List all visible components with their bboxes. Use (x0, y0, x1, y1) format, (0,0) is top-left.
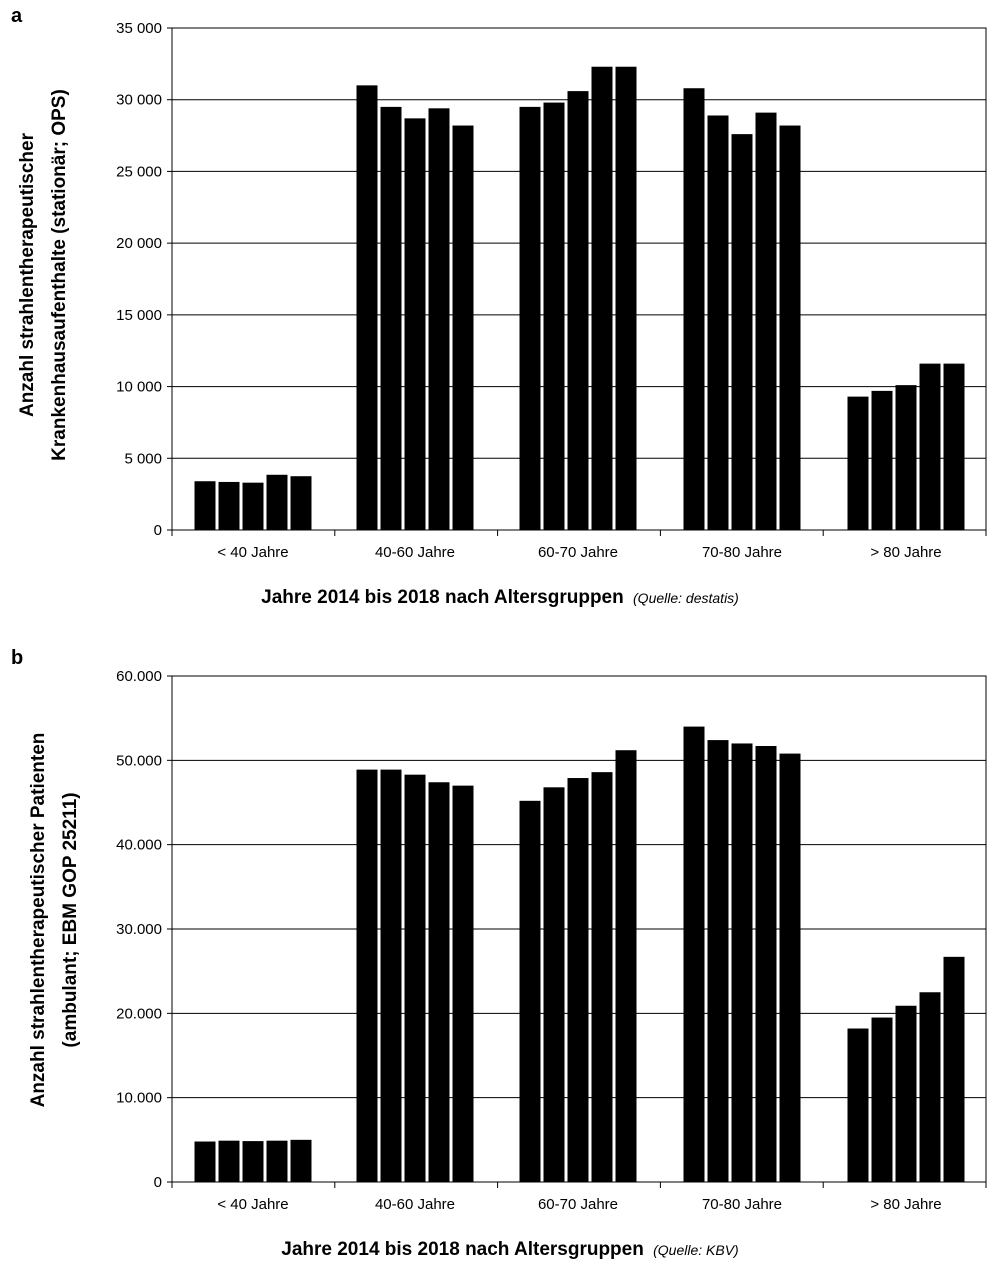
chart-b-x-tick-label: 40-60 Jahre (375, 1196, 455, 1213)
chart-b-bar (755, 745, 777, 1182)
chart-b-y-axis-label-line2: (ambulant; EBM GOP 25211) (60, 792, 81, 1047)
chart-a: 0 5 000 10 000 15 000 20 000 25 000 30 000 35 0… (17, 20, 987, 608)
chart-a-bar (943, 363, 965, 530)
chart-b-bar (290, 1139, 312, 1182)
chart-a-y-tick-label: 30 000 (116, 92, 162, 109)
chart-a-bar (543, 102, 565, 530)
chart-a-y-tick-label: 20 000 (116, 235, 162, 252)
chart-a-bar (266, 474, 288, 530)
chart-a-y-tick-label: 10 000 (116, 379, 162, 396)
chart-b-y-tick-label: 50.000 (116, 752, 162, 769)
chart-b-bar (380, 769, 402, 1182)
chart-b-bar (543, 787, 565, 1182)
chart-b-bar (683, 726, 705, 1182)
chart-b-bar (266, 1140, 288, 1182)
chart-b-y-tick-label: 60.000 (116, 668, 162, 685)
chart-a-bar (847, 396, 869, 530)
chart-b-bar (707, 740, 729, 1182)
chart-a-x-tick-label: 40-60 Jahre (375, 544, 455, 561)
chart-a-bar (380, 106, 402, 530)
chart-a-bar (428, 108, 450, 530)
chart-b-bar (428, 782, 450, 1182)
chart-a-x-axis-title: Jahre 2014 bis 2018 nach Altersgruppen (261, 587, 629, 608)
chart-b-bar (218, 1140, 240, 1182)
chart-a-bar (452, 125, 474, 530)
chart-a-bar (871, 390, 893, 530)
chart-a-bar (356, 85, 378, 530)
chart-a-bar (194, 481, 216, 530)
chart-a-y-tick-label: 35 000 (116, 20, 162, 37)
chart-b-source-note: (Quelle: KBV) (653, 1242, 739, 1258)
chart-b-y-axis-label: Anzahl strahlentherapeutischer Patienten… (28, 733, 81, 1108)
chart-a-bar (567, 91, 589, 530)
chart-b-x-tick-label: < 40 Jahre (217, 1196, 288, 1213)
chart-b-bar (871, 1017, 893, 1182)
chart-b-bar (779, 753, 801, 1182)
chart-b-x-tick-label: > 80 Jahre (870, 1196, 941, 1213)
chart-a-bar (919, 363, 941, 530)
chart-a-x-axis-label: Jahre 2014 bis 2018 nach Altersgruppen (… (261, 587, 739, 608)
chart-a-bar (707, 115, 729, 531)
chart-b-x-axis-label: Jahre 2014 bis 2018 nach Altersgruppen (… (281, 1239, 738, 1260)
chart-b-bar (943, 956, 965, 1182)
chart-b-bar (615, 750, 637, 1182)
chart-b-y-tick-label: 0 (154, 1174, 162, 1191)
chart-a-y-tick-label: 5 000 (124, 450, 162, 467)
chart-b-x-tick-label: 60-70 Jahre (538, 1196, 618, 1213)
chart-a-bar (779, 125, 801, 530)
chart-a-bar (755, 112, 777, 530)
chart-b: 0 10.000 20.000 30.000 40.000 50.000 60.000 < 4… (28, 668, 987, 1260)
chart-b-bar (895, 1005, 917, 1182)
chart-b-x-tick-label: 70-80 Jahre (702, 1196, 782, 1213)
chart-a-bar (242, 482, 264, 530)
chart-a-bar (519, 106, 541, 530)
chart-b-bar (519, 800, 541, 1182)
chart-a-y-tick-label: 25 000 (116, 163, 162, 180)
chart-b-bar (591, 772, 613, 1182)
chart-b-bar (242, 1141, 264, 1182)
chart-b-y-tick-label: 30.000 (116, 921, 162, 938)
chart-a-x-tick-label: > 80 Jahre (870, 544, 941, 561)
chart-a-bar (615, 66, 637, 531)
chart-a-y-tick-label: 15 000 (116, 307, 162, 324)
chart-b-bar (356, 769, 378, 1182)
chart-b-bar (194, 1141, 216, 1182)
chart-a-x-tick-label: < 40 Jahre (217, 544, 288, 561)
chart-a-bar (591, 66, 613, 531)
chart-a-bar (404, 118, 426, 531)
chart-b-y-axis-label-line1: Anzahl strahlentherapeutischer Patienten (28, 733, 49, 1108)
chart-a-x-tick-label: 60-70 Jahre (538, 544, 618, 561)
chart-a-bar (895, 385, 917, 530)
panel-letter-b: b (11, 647, 23, 669)
chart-a-y-axis-label-line1: Anzahl strahlentherapeutischer (17, 132, 38, 417)
chart-a-y-tick-label: 0 (154, 522, 162, 539)
panel-letter-a: a (11, 5, 23, 27)
chart-b-bar (919, 992, 941, 1182)
chart-a-bar (731, 134, 753, 530)
chart-a-y-axis-label-line2: Krankenhausaufenthalte (stationär; OPS) (49, 89, 70, 461)
chart-b-x-axis-title: Jahre 2014 bis 2018 nach Altersgruppen (281, 1239, 649, 1260)
chart-a-bar (290, 476, 312, 530)
chart-a-bar (218, 481, 240, 530)
chart-a-bar (683, 88, 705, 531)
chart-b-y-tick-label: 40.000 (116, 837, 162, 854)
chart-b-bar (404, 774, 426, 1182)
chart-b-bar (731, 743, 753, 1182)
chart-a-x-tick-label: 70-80 Jahre (702, 544, 782, 561)
chart-a-y-axis-label: Anzahl strahlentherapeutischer Krankenhau… (17, 89, 70, 461)
chart-b-bar (847, 1028, 869, 1182)
chart-b-y-tick-label: 10.000 (116, 1090, 162, 1107)
chart-b-bar (452, 785, 474, 1182)
panel-a-label: a (11, 5, 23, 27)
chart-b-y-tick-label: 20.000 (116, 1005, 162, 1022)
chart-a-source-note: (Quelle: destatis) (633, 590, 739, 606)
panel-b-label: b (11, 647, 23, 669)
chart-b-bar (567, 778, 589, 1182)
